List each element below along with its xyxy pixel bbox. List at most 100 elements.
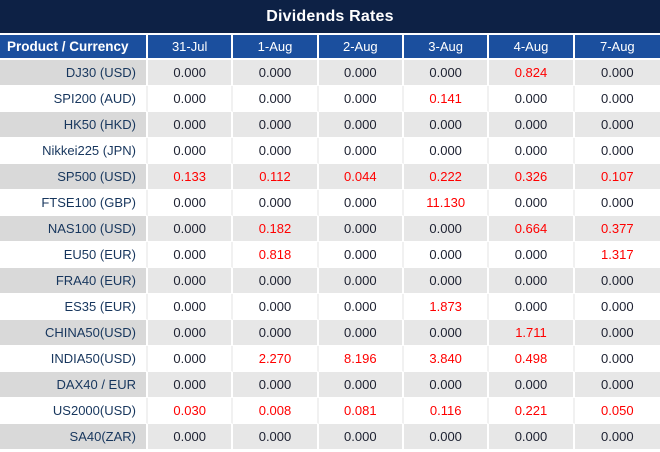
product-cell: SP500 (USD) <box>0 164 148 190</box>
table-title: Dividends Rates <box>0 0 660 35</box>
rate-cell: 0.000 <box>574 320 660 346</box>
rate-cell: 0.000 <box>489 294 575 320</box>
table-row: FTSE100 (GBP) 0.000 0.000 0.000 11.130 0.000 0… <box>0 190 660 216</box>
rate-cell: 0.000 <box>233 320 319 346</box>
rate-cell: 0.000 <box>148 216 234 242</box>
table-row: ES35 (EUR) 0.000 0.000 0.000 1.873 0.000 0.000 <box>0 294 660 320</box>
table-row: Nikkei225 (JPN) 0.000 0.000 0.000 0.000 0.000… <box>0 138 660 164</box>
rate-cell: 0.000 <box>233 190 319 216</box>
rate-cell: 0.000 <box>318 112 404 138</box>
rate-cell: 0.000 <box>489 190 575 216</box>
product-cell: NAS100 (USD) <box>0 216 148 242</box>
product-cell: DAX40 / EUR <box>0 372 148 398</box>
rate-cell: 11.130 <box>403 190 490 216</box>
rate-cell: 1.317 <box>574 242 660 268</box>
rate-cell: 0.000 <box>403 138 490 164</box>
rate-cell: 0.000 <box>148 112 234 138</box>
rate-cell: 0.000 <box>233 294 319 320</box>
rate-cell: 0.000 <box>318 242 404 268</box>
date-column-header: 1-Aug <box>233 35 319 60</box>
rate-cell: 0.050 <box>574 398 660 424</box>
rate-cell: 0.222 <box>403 164 490 190</box>
rate-cell: 0.000 <box>318 294 404 320</box>
rate-cell: 0.000 <box>574 268 660 294</box>
rate-cell: 0.000 <box>233 372 319 398</box>
rate-cell: 0.000 <box>148 320 234 346</box>
product-cell: INDIA50(USD) <box>0 346 148 372</box>
rate-cell: 0.000 <box>574 372 660 398</box>
rate-cell: 0.000 <box>318 424 404 450</box>
date-column-header: 2-Aug <box>318 35 404 60</box>
product-cell: CHINA50(USD) <box>0 320 148 346</box>
rate-cell: 0.141 <box>403 86 490 112</box>
rate-cell: 0.498 <box>489 346 575 372</box>
rate-cell: 0.000 <box>233 60 319 86</box>
table-head: Product / Currency 31-Jul 1-Aug 2-Aug 3-Aug 4… <box>0 35 660 60</box>
rate-cell: 0.000 <box>403 112 490 138</box>
rate-cell: 8.196 <box>318 346 404 372</box>
rate-cell: 0.664 <box>489 216 575 242</box>
rate-cell: 0.044 <box>318 164 404 190</box>
rate-cell: 0.000 <box>403 242 490 268</box>
rate-cell: 0.326 <box>489 164 575 190</box>
rate-cell: 0.000 <box>233 268 319 294</box>
product-cell: Nikkei225 (JPN) <box>0 138 148 164</box>
table-row: INDIA50(USD) 0.000 2.270 8.196 3.840 0.498 0.0… <box>0 346 660 372</box>
rate-cell: 0.000 <box>574 138 660 164</box>
product-cell: SA40(ZAR) <box>0 424 148 450</box>
rate-cell: 0.000 <box>148 268 234 294</box>
rate-cell: 0.000 <box>233 138 319 164</box>
rate-cell: 1.873 <box>403 294 490 320</box>
rate-cell: 0.000 <box>318 60 404 86</box>
product-cell: HK50 (HKD) <box>0 112 148 138</box>
rate-cell: 0.000 <box>489 424 575 450</box>
product-currency-header: Product / Currency <box>0 35 148 60</box>
rate-cell: 0.000 <box>148 424 234 450</box>
rate-cell: 0.107 <box>574 164 660 190</box>
rate-cell: 0.221 <box>489 398 575 424</box>
rate-cell: 0.000 <box>318 372 404 398</box>
table-row: SPI200 (AUD) 0.000 0.000 0.000 0.141 0.000 0.0… <box>0 86 660 112</box>
rate-cell: 0.030 <box>148 398 234 424</box>
rate-cell: 0.000 <box>574 346 660 372</box>
rate-cell: 0.000 <box>574 190 660 216</box>
rate-cell: 0.000 <box>574 112 660 138</box>
rate-cell: 0.000 <box>489 268 575 294</box>
rate-cell: 0.377 <box>574 216 660 242</box>
date-column-header: 3-Aug <box>403 35 490 60</box>
rate-cell: 0.000 <box>403 372 490 398</box>
rate-cell: 0.000 <box>318 190 404 216</box>
rate-cell: 0.000 <box>318 320 404 346</box>
rate-cell: 0.000 <box>574 424 660 450</box>
rate-cell: 0.000 <box>233 112 319 138</box>
rate-cell: 0.824 <box>489 60 575 86</box>
rate-cell: 0.000 <box>318 86 404 112</box>
table-row: DJ30 (USD) 0.000 0.000 0.000 0.000 0.824 0.000 <box>0 60 660 86</box>
date-column-header: 31-Jul <box>148 35 234 60</box>
rate-cell: 0.000 <box>403 424 490 450</box>
rate-cell: 0.000 <box>148 372 234 398</box>
dividends-rates-table: Product / Currency 31-Jul 1-Aug 2-Aug 3-Aug 4… <box>0 35 660 450</box>
table-row: HK50 (HKD) 0.000 0.000 0.000 0.000 0.000 0.000 <box>0 112 660 138</box>
rate-cell: 0.000 <box>403 320 490 346</box>
rate-cell: 3.840 <box>403 346 490 372</box>
rate-cell: 0.081 <box>318 398 404 424</box>
date-column-header: 7-Aug <box>574 35 660 60</box>
rate-cell: 0.000 <box>318 138 404 164</box>
rate-cell: 0.000 <box>574 294 660 320</box>
rate-cell: 0.000 <box>318 268 404 294</box>
table-row: DAX40 / EUR 0.000 0.000 0.000 0.000 0.000 0.00… <box>0 372 660 398</box>
rate-cell: 0.133 <box>148 164 234 190</box>
rate-cell: 1.711 <box>489 320 575 346</box>
rate-cell: 0.000 <box>148 138 234 164</box>
product-cell: US2000(USD) <box>0 398 148 424</box>
product-cell: FRA40 (EUR) <box>0 268 148 294</box>
rate-cell: 0.000 <box>148 242 234 268</box>
rate-cell: 0.000 <box>148 190 234 216</box>
rate-cell: 0.000 <box>403 216 490 242</box>
rate-cell: 0.000 <box>148 60 234 86</box>
product-cell: FTSE100 (GBP) <box>0 190 148 216</box>
table-row: US2000(USD) 0.030 0.008 0.081 0.116 0.221 0.05… <box>0 398 660 424</box>
rate-cell: 0.000 <box>574 60 660 86</box>
